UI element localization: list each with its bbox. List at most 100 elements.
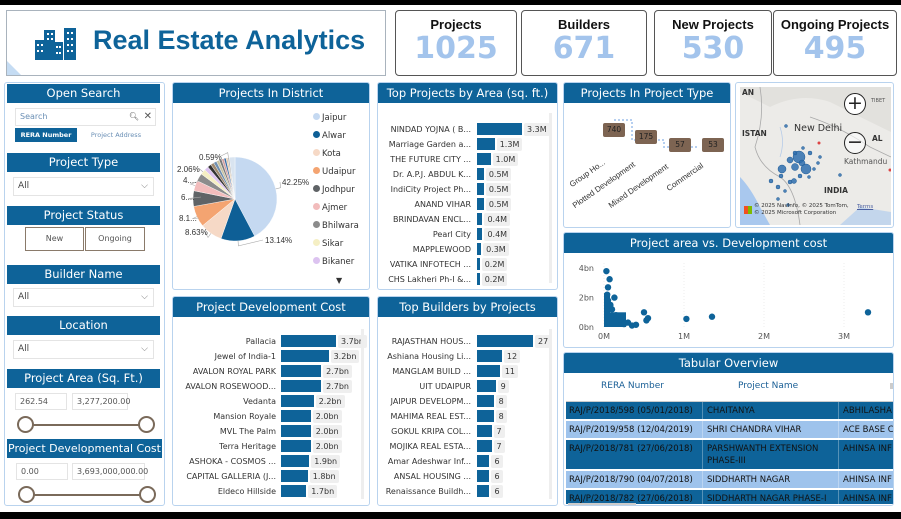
bar[interactable] [477,243,482,255]
status-new-button[interactable]: New [25,227,84,251]
map-bubble[interactable] [783,189,787,193]
scrollbar[interactable] [361,329,364,499]
bar[interactable] [477,183,484,195]
bar[interactable] [477,138,495,150]
bar[interactable] [477,470,490,482]
project-type-value-label[interactable]: 57 [669,138,691,152]
cost-slider-min-handle[interactable] [18,486,35,503]
bar[interactable] [281,410,311,422]
table-row[interactable]: RAJ/P/2019/958 (12/04/2019) SHRI CHANDRA … [566,421,893,439]
tab-project-address[interactable]: Project Address [90,131,142,139]
map-bubble[interactable] [784,124,788,128]
bar[interactable] [477,168,484,180]
map-bubble[interactable] [776,197,780,201]
pie-slice-jaipur[interactable] [234,156,278,237]
bar[interactable] [477,335,533,347]
legend-item[interactable]: Jaipur [313,113,346,123]
bar[interactable] [477,365,500,377]
bar[interactable] [477,273,480,285]
legend-item[interactable]: Jodhpur [313,185,355,195]
legend-item[interactable]: Ajmer [313,203,347,213]
bar[interactable] [477,395,494,407]
bar[interactable] [281,470,308,482]
bar[interactable] [477,410,494,422]
bar[interactable] [281,380,322,392]
scatter-point[interactable] [604,284,612,291]
legend-item[interactable]: Bhilwara [313,221,359,231]
cost-min-input[interactable]: 0.00 [16,463,68,480]
bar[interactable] [477,258,480,270]
scatter-point[interactable] [606,276,613,283]
area-slider-max-handle[interactable] [138,416,155,433]
project-type-value-label[interactable]: 53 [702,138,724,152]
legend-item[interactable]: Sikar [313,239,343,249]
map-bubble[interactable] [807,175,811,179]
map-bubble[interactable] [816,161,820,165]
scrollbar[interactable] [890,383,893,389]
legend-item[interactable]: Alwar [313,131,346,141]
bar[interactable] [281,350,329,362]
map-bubble[interactable] [812,167,816,171]
scatter-point[interactable] [603,267,610,275]
map-bubble[interactable] [768,178,774,184]
bar[interactable] [477,350,502,362]
bar[interactable] [477,425,492,437]
zoom-out-button[interactable]: − [844,132,866,154]
bar[interactable] [281,485,307,497]
column-header-project-name[interactable]: Project Name [738,381,799,391]
cost-max-input[interactable]: 3,693,000,000.00 [72,463,148,480]
map-bubble[interactable] [775,184,781,190]
map-bubble[interactable] [807,150,813,156]
map-bubble[interactable] [778,173,784,179]
map-bubble[interactable] [801,146,805,150]
table-row[interactable]: RAJ/P/2018/782 (27/06/2018) SIDDHARTH NAG… [566,490,893,504]
bar[interactable] [477,153,491,165]
clear-icon[interactable]: ✕ [143,111,152,122]
scatter-point[interactable] [640,309,648,316]
project-type-value-label[interactable]: 740 [603,123,625,137]
zoom-in-button[interactable]: + [844,93,866,115]
bar[interactable] [477,123,522,135]
scrollbar[interactable] [549,329,552,499]
scrollbar[interactable] [549,113,552,283]
pie-slice-other[interactable] [229,156,236,200]
scatter-point[interactable] [632,321,640,328]
bar[interactable] [477,455,490,467]
legend-item[interactable]: Bikaner [313,257,354,267]
area-min-input[interactable]: 262.54 [15,393,67,410]
table-row[interactable]: RAJ/P/2018/598 (05/01/2018) CHAITANYA ABHI… [566,402,893,420]
bar[interactable] [281,395,314,407]
location-dropdown[interactable]: All ⌵ [13,340,154,359]
cost-slider-max-handle[interactable] [139,486,156,503]
scatter-point[interactable] [616,316,624,323]
map-bubble[interactable] [791,178,797,184]
bar[interactable] [477,380,496,392]
bar[interactable] [477,213,483,225]
map-bubble[interactable] [797,173,803,179]
legend-item[interactable]: Udaipur [313,167,355,177]
horizontal-scrollbar[interactable] [568,503,636,505]
map-bubble[interactable] [777,164,787,174]
scatter-point[interactable] [624,319,632,326]
project-type-value-label[interactable]: 175 [635,130,657,144]
bar[interactable] [477,485,490,497]
legend-scroll-down-icon[interactable]: ▼ [336,276,343,285]
bar[interactable] [281,365,322,377]
search-input[interactable]: Search 🔍︎ ✕ [15,108,156,126]
scatter-point[interactable] [683,315,690,323]
table-row[interactable]: RAJ/P/2018/790 (04/07/2018) SIDDHARTH NAG… [566,471,893,489]
scatter-point[interactable] [864,309,872,316]
cost-slider[interactable] [18,486,156,503]
map-bubble[interactable] [792,150,798,156]
scatter-point[interactable] [708,313,716,320]
map-bubble[interactable] [786,156,794,164]
tab-rera-number[interactable]: RERA Number [15,128,77,142]
area-slider-min-handle[interactable] [17,416,34,433]
scatter-point[interactable] [643,317,650,324]
bar[interactable] [477,228,483,240]
builder-name-dropdown[interactable]: All ⌵ [13,288,154,307]
terms-link[interactable]: Terms [857,204,874,210]
scatter-point[interactable] [612,312,620,319]
column-header-rera-number[interactable]: RERA Number [601,381,664,391]
map-bubble[interactable] [800,163,812,175]
